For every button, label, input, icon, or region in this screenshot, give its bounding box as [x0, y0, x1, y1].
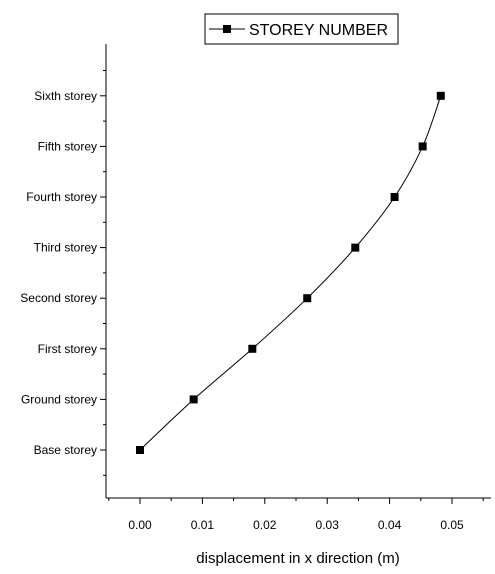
- y-tick-label: Base storey: [34, 443, 97, 457]
- y-axis: Base storey Ground storey First storey Seco…: [20, 44, 107, 498]
- y-tick-label: Second storey: [20, 291, 97, 305]
- y-tick-label: Third storey: [34, 241, 97, 255]
- series-line: [139, 95, 442, 451]
- x-tick-label: 0.02: [253, 518, 277, 532]
- legend-label: STOREY NUMBER: [249, 22, 388, 39]
- data-point: [248, 344, 257, 353]
- x-tick-label: 0.00: [128, 518, 152, 532]
- data-point: [436, 91, 445, 100]
- data-point: [418, 142, 427, 151]
- y-tick-label: Fifth storey: [38, 139, 97, 153]
- y-tick-label: Ground storey: [21, 392, 97, 406]
- x-tick-label: 0.05: [440, 518, 464, 532]
- data-point: [390, 193, 399, 201]
- data-point: [303, 294, 312, 303]
- y-tick-label: Fourth storey: [26, 190, 97, 204]
- y-tick-label: First storey: [38, 342, 97, 356]
- legend-marker: [223, 25, 231, 33]
- y-tick-label: Sixth storey: [34, 89, 97, 103]
- data-point: [189, 395, 198, 404]
- legend: STOREY NUMBER: [204, 13, 399, 45]
- x-tick-label: 0.03: [316, 518, 340, 532]
- x-tick-label: 0.01: [191, 518, 215, 532]
- data-point: [351, 243, 360, 252]
- x-axis: 0.00 0.01 0.02 0.03 0.04 0.05: [106, 497, 491, 532]
- x-axis-title: displacement in x direction (m): [196, 550, 399, 567]
- data-point: [136, 446, 144, 454]
- plot-area: [136, 91, 445, 454]
- x-tick-label: 0.04: [378, 518, 402, 532]
